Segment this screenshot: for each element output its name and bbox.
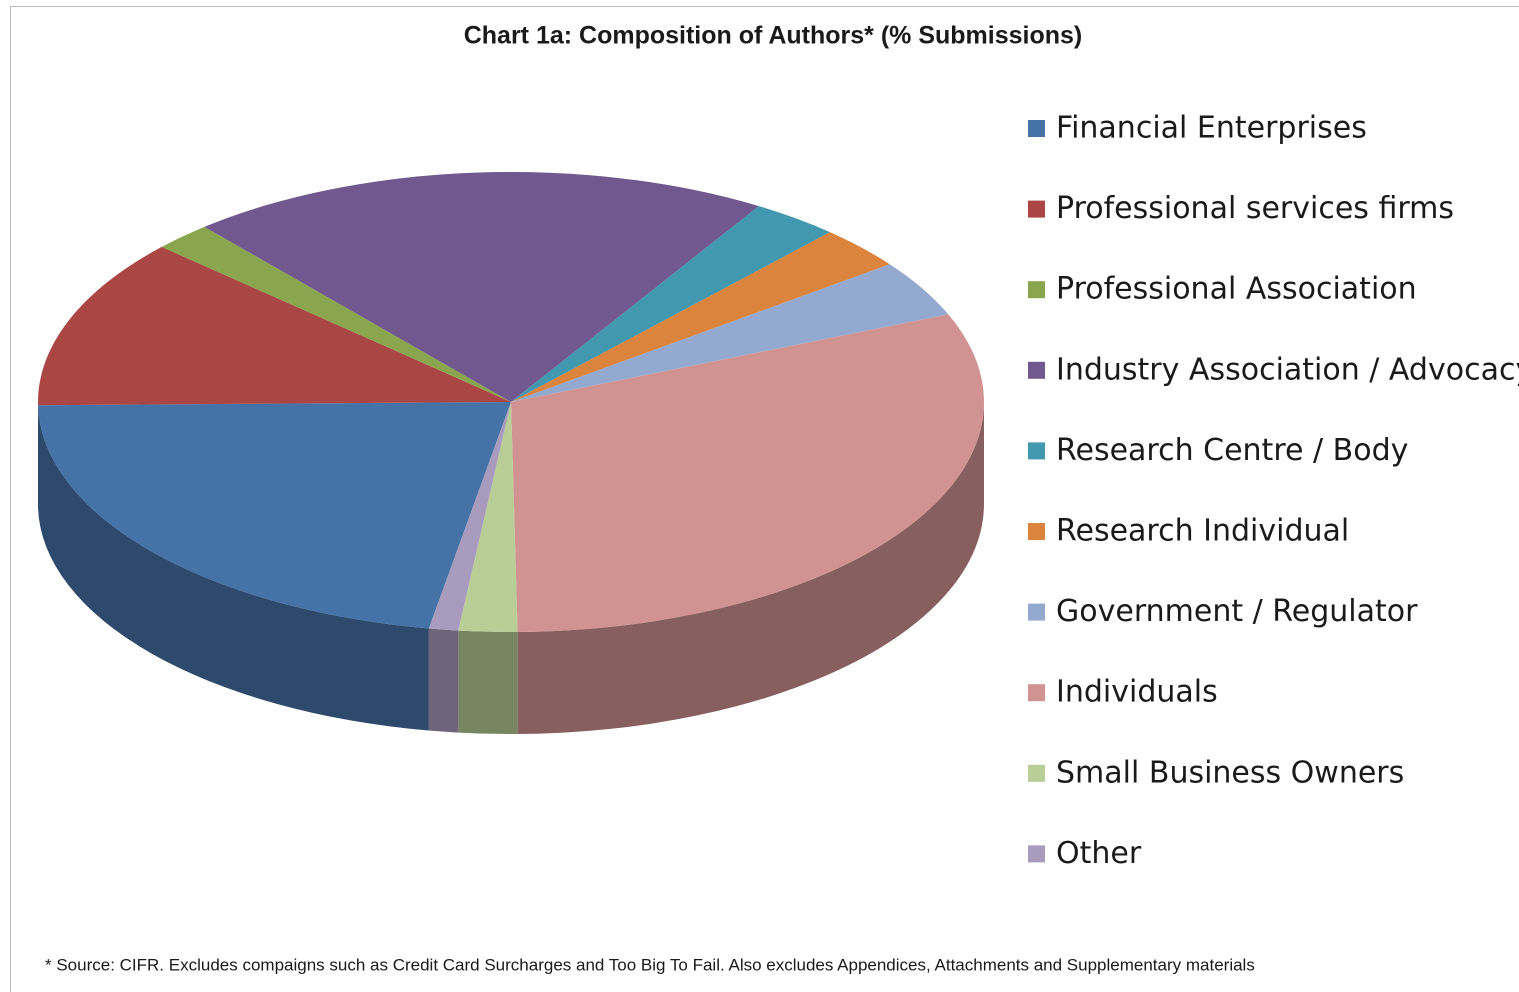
legend-swatch [1028, 120, 1045, 137]
legend-swatch [1028, 200, 1045, 218]
slice-side [38, 405, 429, 731]
slice [37, 246, 511, 406]
footnote: * Source: CIFR. Excludes compaigns such … [45, 955, 1255, 974]
legend-swatch [1028, 361, 1045, 379]
pie-tops [37, 172, 985, 633]
slice [511, 206, 830, 402]
legend-swatch [1028, 442, 1045, 460]
slice-side-shade [458, 630, 518, 734]
legend-swatch [1028, 764, 1045, 782]
slice [428, 402, 511, 631]
legend-swatch [1028, 684, 1045, 702]
slice [511, 314, 985, 632]
slice [458, 402, 518, 633]
legend-label: Professional Association [1056, 272, 1417, 307]
slice [204, 172, 759, 402]
slice [38, 402, 511, 629]
legend-label: Industry Association / Advocacy [1056, 352, 1519, 387]
slice-side-shade [428, 628, 459, 733]
slice [511, 264, 949, 402]
chart-title: Chart 1a: Composition of Authors* (% Sub… [464, 22, 1083, 50]
slice-side-shade [517, 402, 984, 734]
legend-swatch [1028, 281, 1045, 299]
legend-label: Other [1056, 836, 1142, 871]
legend-label: Professional services firms [1056, 191, 1454, 226]
legend-label: Financial Enterprises [1056, 111, 1367, 146]
legend-swatch [1028, 845, 1045, 863]
pie-sides [38, 402, 984, 734]
slice-side [428, 628, 459, 733]
slice [511, 232, 890, 402]
legend-label: Government / Regulator [1056, 594, 1418, 629]
slice-side [517, 402, 984, 734]
legend-label: Individuals [1056, 675, 1218, 710]
slice-side-shade [38, 405, 429, 731]
slice-side [458, 630, 518, 734]
slice [161, 226, 511, 402]
legend-label: Small Business Owners [1056, 755, 1404, 790]
legend-swatch [1028, 523, 1045, 540]
legend-swatch [1028, 603, 1045, 621]
legend: Financial Enterprises Professional servic… [1028, 111, 1519, 871]
legend-label: Research Centre / Body [1056, 433, 1408, 468]
legend-label: Research Individual [1056, 514, 1349, 549]
